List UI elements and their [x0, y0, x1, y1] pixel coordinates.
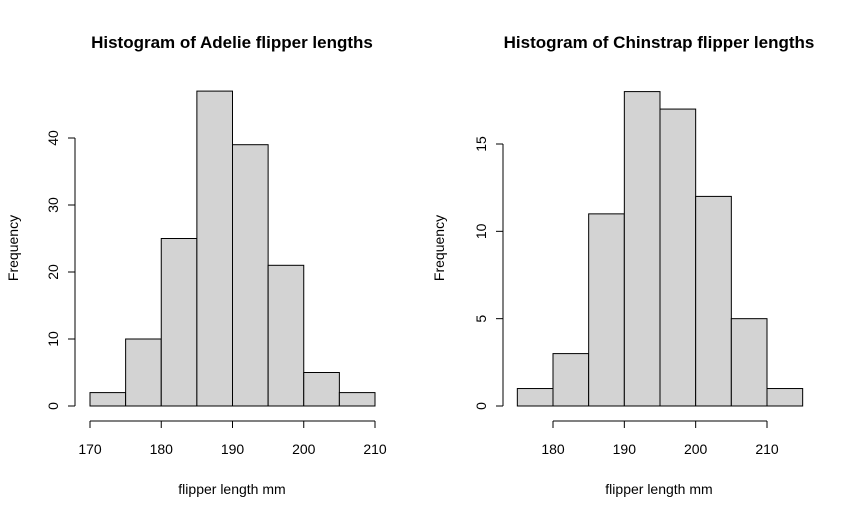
y-tick-label: 30	[45, 197, 61, 213]
histogram-bar	[160, 238, 198, 407]
x-axis: 170 180 190 200 210	[78, 420, 387, 457]
y-tick-label: 15	[473, 136, 489, 152]
x-tick-label: 180	[150, 441, 174, 457]
y-tick-label: 10	[473, 223, 489, 239]
y-axis-label: Frequency	[5, 215, 21, 281]
histogram-bar	[766, 388, 804, 407]
x-tick-label: 210	[363, 441, 387, 457]
adelie-histogram-panel: Histogram of Adelie flipper lengths flip…	[5, 33, 387, 497]
y-axis-label: Frequency	[431, 215, 447, 281]
histogram-bar	[695, 195, 732, 407]
y-tick-label: 0	[45, 402, 61, 410]
histogram-bar	[267, 264, 305, 407]
x-tick-label: 180	[541, 441, 565, 457]
y-tick-label: 0	[473, 402, 489, 410]
histogram-bar	[125, 338, 162, 407]
histogram-bar	[196, 90, 233, 407]
histogram-bar	[659, 108, 697, 407]
y-tick-label: 10	[45, 331, 61, 347]
histogram-bar	[623, 91, 661, 407]
chart-title: Histogram of Adelie flipper lengths	[91, 33, 373, 52]
histogram-bar	[516, 388, 554, 407]
y-axis: 0 10 20 30 40	[45, 130, 76, 410]
x-tick-label: 210	[755, 441, 779, 457]
y-tick-label: 40	[45, 130, 61, 146]
histogram-bar	[730, 318, 768, 407]
histogram-bar	[232, 144, 269, 407]
chart-title: Histogram of Chinstrap flipper lengths	[504, 33, 815, 52]
x-axis: 180 190 200 210	[541, 420, 779, 457]
x-axis-label: flipper length mm	[605, 481, 712, 497]
y-tick-label: 20	[45, 264, 61, 280]
histogram-bar	[89, 392, 127, 407]
bars	[89, 90, 376, 407]
histogram-bar	[588, 213, 625, 407]
x-tick-label: 190	[221, 441, 245, 457]
x-tick-label: 200	[684, 441, 708, 457]
x-tick-label: 190	[613, 441, 637, 457]
chinstrap-histogram-panel: Histogram of Chinstrap flipper lengths f…	[431, 33, 814, 497]
x-tick-label: 170	[78, 441, 102, 457]
histogram-bar	[303, 372, 340, 407]
histogram-bar	[338, 392, 376, 407]
y-tick-label: 5	[473, 315, 489, 323]
y-axis: 0 5 10 15	[473, 136, 504, 410]
histogram-bar	[552, 353, 590, 407]
bars	[516, 91, 804, 407]
x-tick-label: 200	[292, 441, 316, 457]
x-axis-label: flipper length mm	[178, 481, 285, 497]
